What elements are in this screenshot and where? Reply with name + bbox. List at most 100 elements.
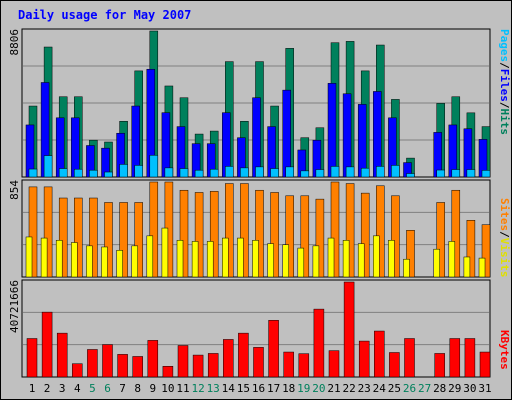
bar-pages <box>466 169 476 178</box>
bar-kbytes <box>102 344 113 378</box>
bar-kbytes <box>56 332 68 378</box>
bar-pages <box>376 166 385 178</box>
bar-sites <box>327 237 335 278</box>
bar-visits <box>391 195 400 278</box>
bar-visits <box>285 195 294 278</box>
legend-hits: Hits <box>498 109 511 136</box>
bar-kbytes <box>253 347 264 378</box>
bar-kbytes <box>479 351 491 378</box>
bar-sites <box>222 237 229 278</box>
svg-text:Pages/Files/Hits: Pages/Files/Hits <box>498 29 511 135</box>
x-tick-label: 23 <box>358 382 371 395</box>
x-tick-label: 29 <box>448 382 461 395</box>
bar-pages <box>255 166 264 178</box>
ymax-label-visits: 854 <box>8 180 21 200</box>
x-tick-label: 10 <box>161 382 174 395</box>
bar-visits <box>104 202 113 278</box>
bar-kbytes <box>72 363 83 378</box>
bar-pages <box>300 170 310 178</box>
bar-sites <box>357 243 365 278</box>
x-tick-label: 28 <box>433 382 446 395</box>
x-tick-label: 22 <box>342 382 355 395</box>
bar-sites <box>478 257 486 278</box>
bar-visits <box>28 186 38 278</box>
bar-sites <box>176 240 184 278</box>
bar-pages <box>330 166 340 178</box>
legend-pages: Pages <box>498 29 511 62</box>
bar-sites <box>312 245 320 278</box>
bar-kbytes <box>162 366 174 378</box>
bar-pages <box>240 167 249 178</box>
legend-kbytes: KBytes <box>498 330 511 370</box>
bar-sites <box>297 247 305 278</box>
bar-kbytes <box>374 330 385 378</box>
x-tick-label: 16 <box>252 382 265 395</box>
bar-pages <box>481 170 491 178</box>
x-tick-label: 14 <box>222 382 236 395</box>
x-tick-label: 25 <box>388 382 401 395</box>
legend-sites: Sites <box>498 198 511 231</box>
bar-pages <box>58 168 68 178</box>
x-axis-labels: 1 2 3 4 5 6 7 8 9 10 11 12 13 14 15 16 17 18 19 20 21 22 23 24 2… <box>29 382 492 395</box>
bar-sites <box>40 237 48 278</box>
bar-kbytes <box>132 356 143 378</box>
bar-kbytes <box>41 311 53 378</box>
bar-kbytes <box>177 345 189 378</box>
bar-files <box>161 112 171 178</box>
x-tick-label: 11 <box>176 382 189 395</box>
bar-visits <box>43 186 53 278</box>
ymax-label-hits: 8806 <box>8 29 21 56</box>
bar-pages <box>391 165 400 178</box>
bar-sites <box>191 241 199 278</box>
bar-sites <box>206 241 214 278</box>
bar-pages <box>285 166 294 178</box>
x-tick-label: 30 <box>463 382 476 395</box>
bar-pages <box>451 169 461 178</box>
bar-kbytes <box>389 352 400 378</box>
x-tick-label: 9 <box>149 382 156 395</box>
bar-pages <box>164 167 174 178</box>
x-tick-label: 12 <box>191 382 204 395</box>
bar-sites <box>146 235 154 278</box>
bar-visits <box>209 191 219 278</box>
bar-visits <box>436 202 445 278</box>
bar-visits <box>119 202 128 278</box>
x-tick-label: 4 <box>74 382 81 395</box>
bar-visits <box>270 192 279 278</box>
bar-visits <box>345 183 355 278</box>
x-tick-label: 3 <box>59 382 66 395</box>
bar-files <box>71 117 80 178</box>
bar-visits <box>179 189 189 278</box>
bar-kbytes <box>223 339 234 378</box>
bar-visits <box>134 202 143 278</box>
x-tick-label: 31 <box>478 382 491 395</box>
bar-visits <box>406 230 415 278</box>
bar-sites <box>101 246 108 278</box>
bar-pages <box>315 169 325 178</box>
bar-sites <box>433 248 440 278</box>
legend-sep: / <box>498 231 511 238</box>
bar-visits <box>74 197 83 278</box>
bar-pages <box>104 171 113 178</box>
bar-pages <box>436 169 445 178</box>
bar-files <box>282 89 291 178</box>
x-tick-label: 18 <box>282 382 295 395</box>
bar-pages <box>179 168 189 178</box>
bar-pages <box>360 167 370 178</box>
bar-pages <box>134 165 143 178</box>
bar-kbytes <box>404 338 415 378</box>
bar-pages <box>28 168 38 178</box>
x-tick-label: 17 <box>267 382 280 395</box>
bar-files <box>342 93 352 178</box>
bar-files <box>252 97 261 178</box>
bar-sites <box>373 235 380 278</box>
bar-visits <box>466 220 476 278</box>
bar-sites <box>55 240 63 278</box>
bar-sites <box>282 244 289 278</box>
bar-kbytes <box>147 340 159 378</box>
bar-sites <box>267 243 274 278</box>
bar-kbytes <box>328 350 340 378</box>
bar-sites <box>463 256 471 278</box>
bar-visits <box>481 224 491 278</box>
